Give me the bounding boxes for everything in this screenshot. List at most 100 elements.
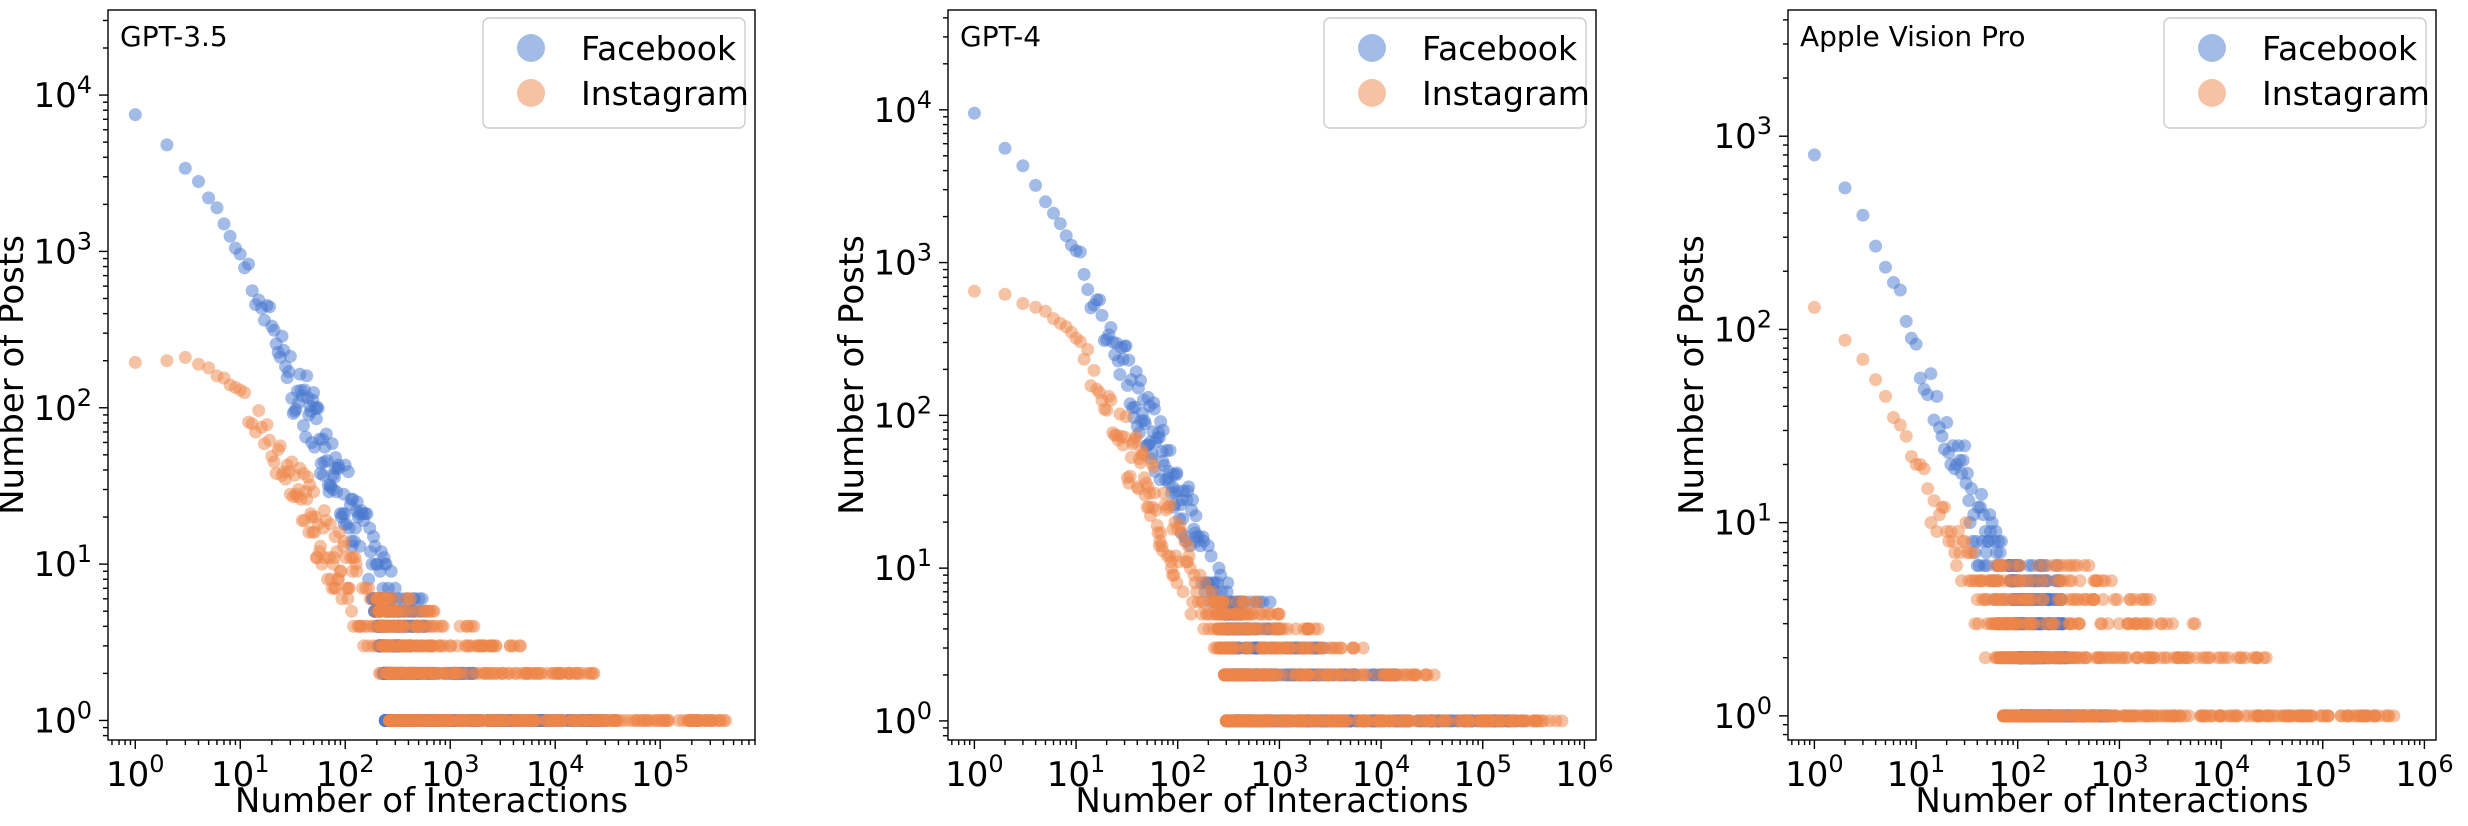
- instagram-point: [660, 714, 674, 727]
- instagram-point: [2012, 574, 2026, 588]
- instagram-point: [2143, 593, 2157, 606]
- y-tick-label: 102: [1713, 305, 1772, 350]
- legend-box: [482, 17, 746, 129]
- instagram-point: [2108, 593, 2122, 606]
- legend-marker-instagram: [2198, 79, 2226, 107]
- instagram-point: [260, 418, 274, 432]
- instagram-point: [386, 592, 400, 606]
- legend: Facebook Instagram: [482, 17, 749, 129]
- instagram-point: [1241, 641, 1254, 655]
- instagram-point: [2188, 617, 2202, 631]
- instagram-point: [323, 517, 337, 531]
- instagram-point: [2171, 651, 2185, 665]
- x-tick-label: 103: [1250, 750, 1309, 795]
- facebook-point: [1975, 487, 1988, 501]
- instagram-point: [426, 666, 440, 680]
- instagram-point: [2022, 574, 2036, 588]
- instagram-point: [1951, 525, 1965, 538]
- facebook-point: [275, 329, 289, 343]
- instagram-point: [1147, 460, 1161, 474]
- x-tick-label: 105: [2293, 750, 2352, 795]
- x-tick-label: 106: [1555, 750, 1614, 795]
- instagram-point: [1937, 500, 1951, 514]
- facebook-point: [1263, 595, 1277, 609]
- instagram-point: [1221, 668, 1235, 682]
- facebook-point: [998, 141, 1012, 155]
- facebook-point: [1935, 429, 1949, 443]
- facebook-point: [415, 592, 429, 606]
- instagram-point: [1164, 498, 1178, 512]
- instagram-point: [252, 404, 266, 417]
- instagram-point: [685, 714, 699, 727]
- instagram-point: [128, 355, 142, 369]
- instagram-point: [1893, 418, 1907, 432]
- instagram-point: [1029, 300, 1043, 314]
- panel-title: GPT-3.5: [120, 20, 228, 53]
- instagram-point: [2358, 709, 2372, 723]
- facebook-point: [1053, 217, 1067, 231]
- instagram-point: [178, 350, 192, 364]
- x-axis-label: Number of Interactions: [1075, 781, 1468, 821]
- instagram-point: [2127, 709, 2141, 723]
- instagram-point: [568, 666, 582, 680]
- facebook-point: [1189, 509, 1203, 523]
- instagram-point: [1262, 607, 1276, 621]
- instagram-point: [1807, 300, 1821, 314]
- instagram-point: [362, 581, 376, 595]
- x-tick-label: 104: [2192, 750, 2251, 795]
- legend-box: [1323, 17, 1587, 129]
- instagram-point: [2136, 617, 2150, 631]
- instagram-point: [998, 287, 1012, 301]
- instagram-point: [1838, 333, 1852, 347]
- facebook-point: [1909, 337, 1923, 351]
- instagram-point: [1224, 622, 1238, 636]
- instagram-point: [341, 592, 355, 606]
- instagram-point: [1555, 714, 1569, 728]
- instagram-point: [1321, 714, 1335, 728]
- instagram-point: [2250, 651, 2264, 665]
- instagram-point: [2234, 651, 2247, 665]
- instagram-point: [496, 714, 510, 727]
- facebook-point: [367, 530, 380, 544]
- facebook-point: [1113, 368, 1127, 381]
- facebook-point: [1095, 308, 1109, 322]
- facebook-point: [1879, 260, 1892, 274]
- x-tick-label: 101: [211, 750, 270, 795]
- instagram-point: [2051, 593, 2065, 606]
- instagram-point: [1205, 585, 1219, 599]
- y-tick-label: 103: [873, 239, 932, 284]
- instagram-point: [1346, 641, 1360, 655]
- instagram-point: [2082, 559, 2096, 572]
- legend: Facebook Instagram: [1323, 17, 1590, 129]
- instagram-point: [202, 361, 216, 375]
- facebook-point: [223, 229, 237, 243]
- instagram-point: [595, 714, 609, 727]
- instagram-point: [1921, 482, 1935, 496]
- instagram-point: [2154, 617, 2168, 631]
- facebook-point: [300, 369, 314, 383]
- instagram-point: [192, 357, 205, 371]
- instagram-point: [1269, 641, 1283, 655]
- facebook-point: [1989, 525, 2003, 538]
- legend-label-facebook: Facebook: [1422, 29, 1578, 68]
- instagram-point: [410, 714, 423, 727]
- y-tick-label: 101: [33, 540, 92, 585]
- instagram-point: [1340, 714, 1354, 728]
- instagram-point: [1493, 714, 1507, 728]
- instagram-point: [422, 714, 436, 727]
- instagram-point: [1016, 297, 1030, 310]
- y-tick-label: 100: [33, 696, 92, 741]
- y-tick-label: 102: [873, 391, 932, 436]
- instagram-point: [2033, 651, 2047, 665]
- instagram-point: [1246, 714, 1260, 728]
- instagram-point: [573, 714, 587, 727]
- instagram-point: [1309, 714, 1323, 728]
- instagram-point: [2203, 651, 2217, 665]
- data-points: [967, 106, 1569, 728]
- instagram-point: [719, 714, 733, 727]
- y-tick-label: 103: [1713, 112, 1772, 157]
- x-tick-label: 102: [1988, 750, 2047, 795]
- facebook-point: [1016, 159, 1030, 173]
- instagram-point: [1409, 668, 1423, 682]
